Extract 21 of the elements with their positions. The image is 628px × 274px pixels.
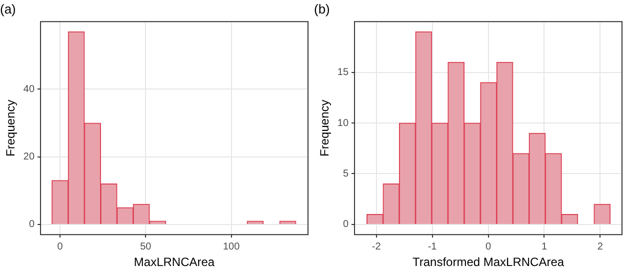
x-tick-label: 50: [140, 241, 152, 252]
x-tick-label: 0: [485, 241, 492, 252]
y-tick-label: 5: [342, 168, 349, 180]
chart-title: (b): [314, 1, 330, 16]
x-tick-label: -2: [372, 241, 382, 252]
x-axis-title: Transformed MaxLRNCArea: [412, 255, 564, 270]
y-tick-label: 10: [337, 118, 349, 129]
x-tick-label: 0: [57, 241, 64, 252]
x-tick-label: 100: [222, 241, 240, 252]
y-axis-title: Frequency: [318, 100, 332, 156]
y-tick-label: 40: [23, 84, 35, 95]
x-tick-label: 1: [541, 241, 548, 252]
x-tick-label: 2: [597, 241, 604, 252]
x-axis-title: MaxLRNCArea: [134, 255, 215, 270]
y-axis-title: Frequency: [4, 100, 18, 156]
y-tick-label: 0: [28, 219, 35, 230]
y-tick-label: 15: [337, 67, 349, 78]
x-tick-label: -1: [428, 241, 438, 252]
y-tick-label: 0: [342, 219, 349, 230]
y-tick-label: 20: [23, 152, 35, 163]
chart-title: (a): [0, 1, 16, 16]
